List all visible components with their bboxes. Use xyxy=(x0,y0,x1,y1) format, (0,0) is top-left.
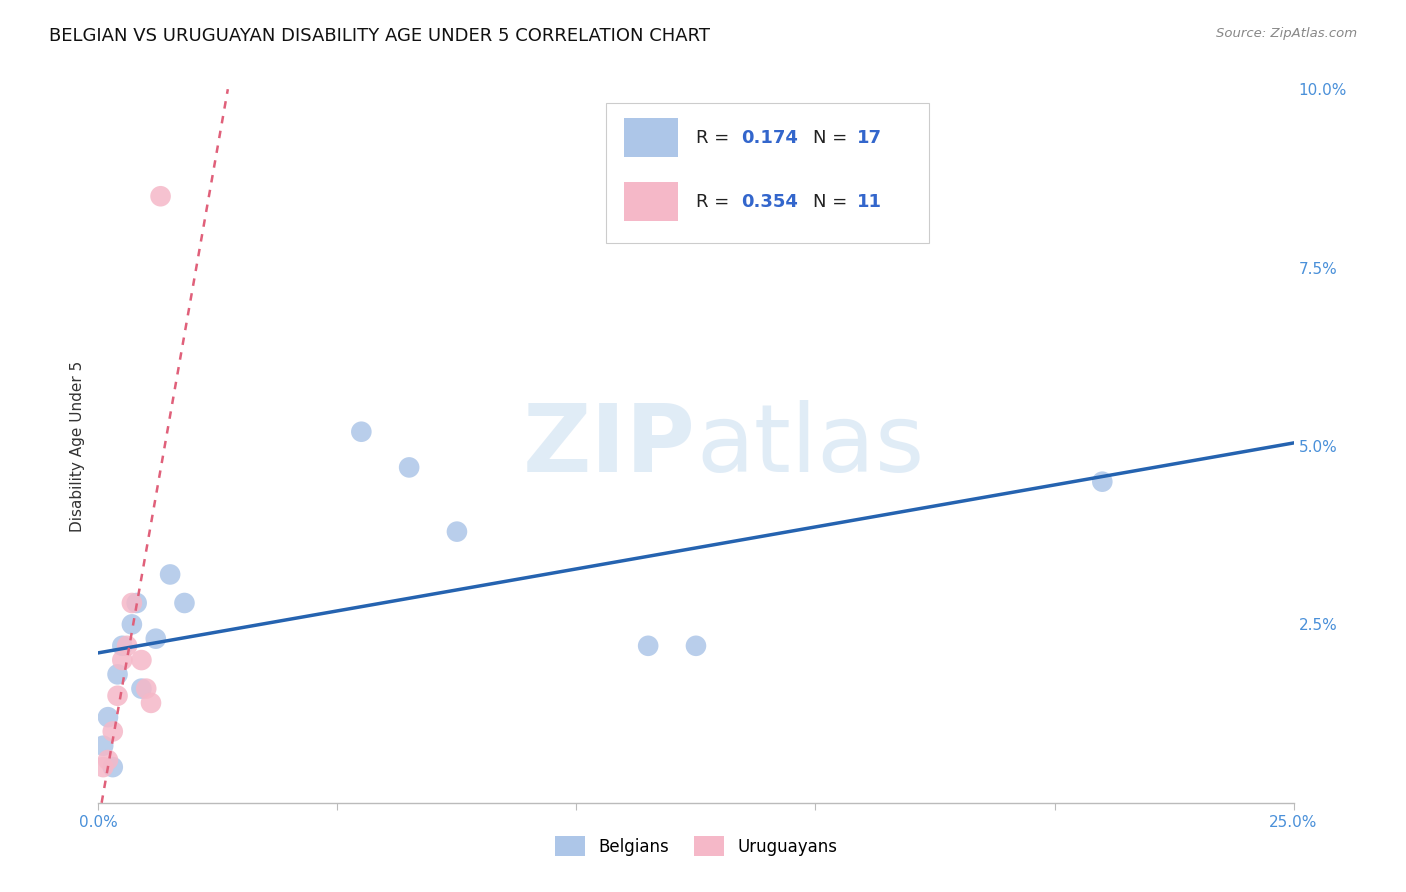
Point xyxy=(149,189,172,203)
Point xyxy=(125,596,148,610)
Text: R =: R = xyxy=(696,128,735,146)
Point xyxy=(101,724,124,739)
Point xyxy=(145,632,167,646)
Text: N =: N = xyxy=(813,128,853,146)
Legend: Belgians, Uruguayans: Belgians, Uruguayans xyxy=(548,830,844,863)
Point xyxy=(107,667,129,681)
Point xyxy=(91,760,114,774)
Point xyxy=(97,753,120,767)
Point xyxy=(135,681,157,696)
Text: ZIP: ZIP xyxy=(523,400,696,492)
Point xyxy=(91,739,114,753)
Point xyxy=(446,524,468,539)
Point xyxy=(111,639,134,653)
Text: 17: 17 xyxy=(858,128,883,146)
Text: Source: ZipAtlas.com: Source: ZipAtlas.com xyxy=(1216,27,1357,40)
Point xyxy=(1091,475,1114,489)
Text: 0.174: 0.174 xyxy=(741,128,799,146)
Point xyxy=(101,760,124,774)
Point xyxy=(107,689,129,703)
Text: atlas: atlas xyxy=(696,400,924,492)
Text: 0.354: 0.354 xyxy=(741,193,799,211)
FancyBboxPatch shape xyxy=(606,103,929,243)
Bar xyxy=(624,182,678,221)
Text: R =: R = xyxy=(696,193,735,211)
Text: BELGIAN VS URUGUAYAN DISABILITY AGE UNDER 5 CORRELATION CHART: BELGIAN VS URUGUAYAN DISABILITY AGE UNDE… xyxy=(49,27,710,45)
Point xyxy=(115,639,138,653)
Point xyxy=(131,681,153,696)
Point xyxy=(350,425,373,439)
Text: N =: N = xyxy=(813,193,853,211)
Y-axis label: Disability Age Under 5: Disability Age Under 5 xyxy=(69,360,84,532)
Point xyxy=(131,653,153,667)
Point xyxy=(685,639,707,653)
Point xyxy=(97,710,120,724)
Point xyxy=(139,696,162,710)
Point xyxy=(121,617,143,632)
Point xyxy=(173,596,195,610)
Point xyxy=(159,567,181,582)
Point xyxy=(111,653,134,667)
Point xyxy=(121,596,143,610)
Point xyxy=(398,460,420,475)
Point xyxy=(637,639,659,653)
Text: 11: 11 xyxy=(858,193,883,211)
Bar xyxy=(624,118,678,157)
